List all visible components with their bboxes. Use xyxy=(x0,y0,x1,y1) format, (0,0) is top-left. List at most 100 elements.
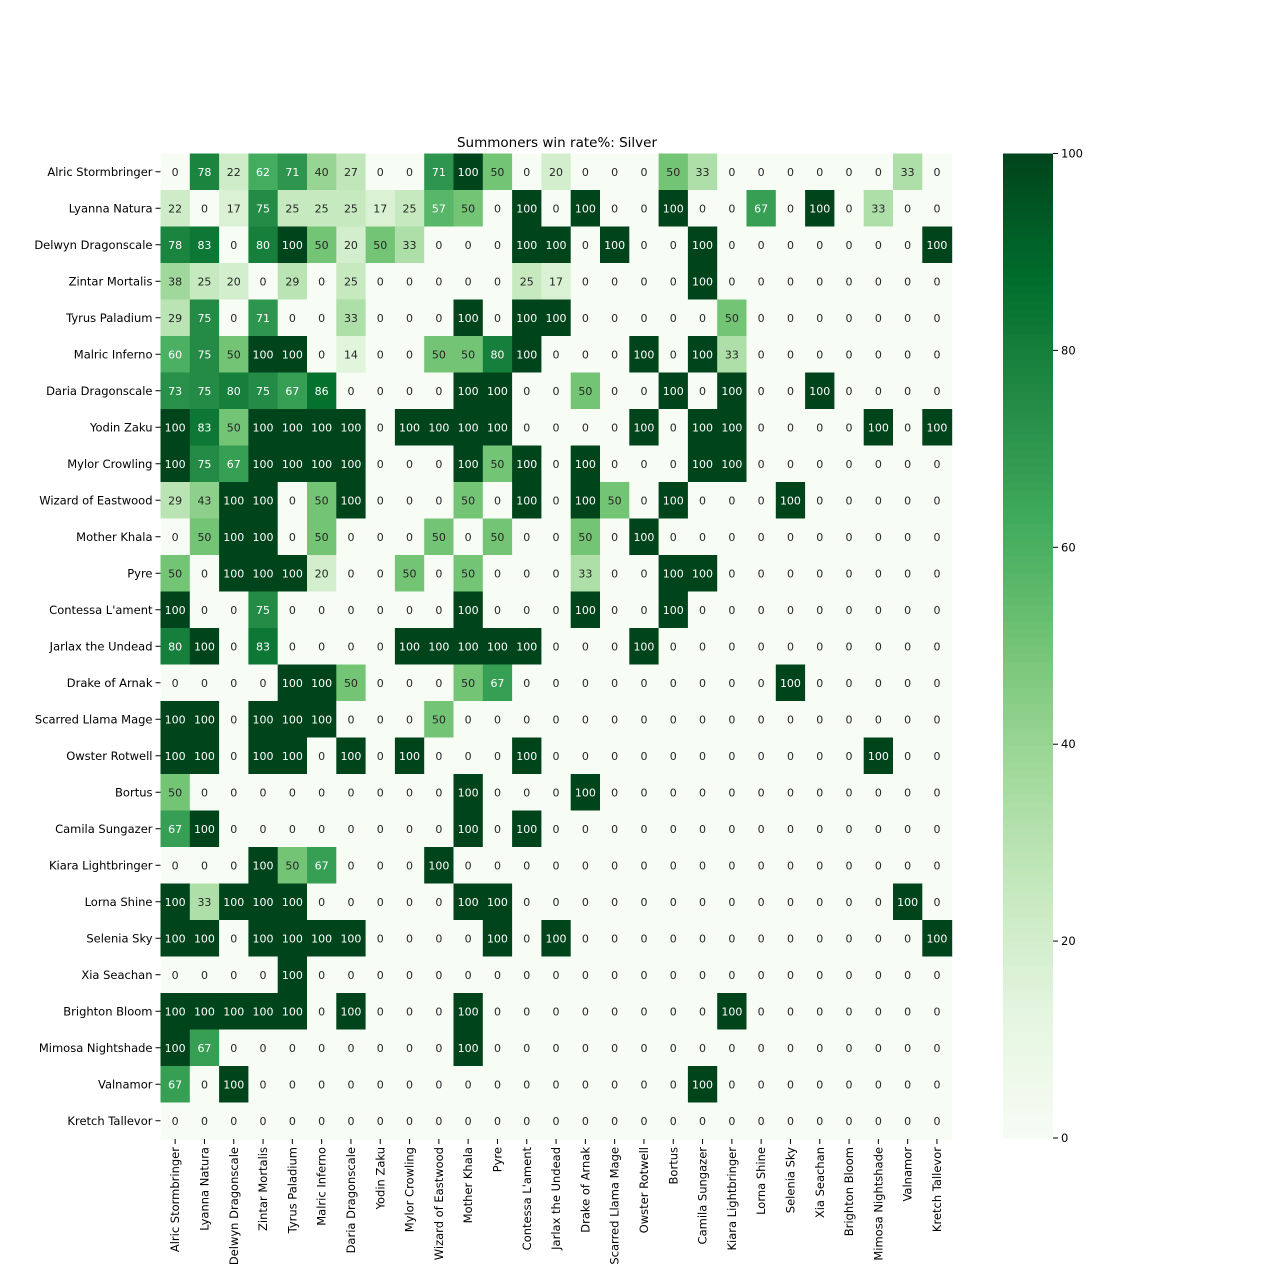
cell-value-label: 0 xyxy=(260,1042,267,1055)
cell-value-label: 100 xyxy=(868,750,889,763)
colorbar-segment xyxy=(1003,235,1053,245)
cell-value-label: 0 xyxy=(758,859,765,872)
heatmap-cell xyxy=(775,299,806,337)
cell-value-label: 0 xyxy=(377,823,384,836)
cell-value-label: 67 xyxy=(168,1078,182,1091)
heatmap-cell xyxy=(570,409,601,447)
cell-value-label: 0 xyxy=(728,604,735,617)
heatmap-cell xyxy=(219,810,249,848)
heatmap-cell xyxy=(600,774,630,812)
cell-value-label: 33 xyxy=(696,166,710,179)
heatmap-cell xyxy=(277,409,308,447)
cell-value-label: 100 xyxy=(253,859,274,872)
cell-value-label: 100 xyxy=(165,750,186,763)
row-tick-label: Daria Dragonscale xyxy=(46,384,152,398)
cell-value-label: 100 xyxy=(428,640,449,653)
cell-value-label: 100 xyxy=(165,604,186,617)
cell-value-label: 0 xyxy=(640,750,647,763)
heatmap-cell xyxy=(775,920,806,958)
cell-value-label: 0 xyxy=(787,348,794,361)
heatmap-cells xyxy=(160,153,953,1140)
heatmap-cell xyxy=(805,226,835,264)
colorbar-segment xyxy=(1003,801,1053,811)
heatmap-cell xyxy=(189,1066,220,1104)
heatmap-cell xyxy=(219,737,249,775)
heatmap-cell xyxy=(805,445,835,483)
heatmap-cell xyxy=(482,664,513,702)
heatmap-cell xyxy=(658,1102,689,1140)
heatmap-cell xyxy=(600,628,630,666)
cell-value-label: 0 xyxy=(875,494,882,507)
colorbar-segment xyxy=(1003,301,1053,311)
cell-value-label: 0 xyxy=(846,969,853,982)
colorbar-segment xyxy=(1003,547,1053,557)
heatmap-cell xyxy=(277,518,308,556)
cell-value-label: 0 xyxy=(347,859,354,872)
cell-value-label: 100 xyxy=(165,421,186,434)
colorbar-segment xyxy=(1003,194,1053,204)
heatmap-cell xyxy=(189,409,220,447)
column-tick-label: Drake of Arnak xyxy=(578,1147,592,1233)
heatmap-cell xyxy=(160,956,191,994)
colorbar-segment xyxy=(1003,383,1053,393)
cell-value-label: 0 xyxy=(699,932,706,945)
heatmap-cell xyxy=(805,336,835,374)
cell-value-label: 0 xyxy=(758,1042,765,1055)
heatmap-cell xyxy=(541,847,572,885)
cell-value-label: 0 xyxy=(787,604,794,617)
colorbar-segment xyxy=(1003,916,1053,926)
cell-value-label: 0 xyxy=(582,750,589,763)
cell-value-label: 50 xyxy=(315,239,329,252)
heatmap-cell xyxy=(717,555,748,593)
cell-value-label: 0 xyxy=(933,531,940,544)
heatmap-cell xyxy=(453,774,484,812)
cell-value-label: 83 xyxy=(197,239,211,252)
row-tick-label: Scarred Llama Mage xyxy=(35,712,153,726)
heatmap-cell xyxy=(629,920,660,958)
cell-value-label: 0 xyxy=(846,275,853,288)
cell-value-label: 0 xyxy=(933,458,940,471)
cell-value-label: 0 xyxy=(933,677,940,690)
heatmap-cell xyxy=(746,1029,777,1067)
heatmap-cell xyxy=(834,993,865,1031)
heatmap-cell xyxy=(248,153,279,191)
cell-value-label: 78 xyxy=(168,239,182,252)
heatmap-cell xyxy=(922,701,953,739)
cell-value-label: 0 xyxy=(377,567,384,580)
heatmap-cell xyxy=(922,920,953,958)
heatmap-cell xyxy=(277,664,308,702)
heatmap-cell xyxy=(248,372,279,410)
heatmap-cell xyxy=(893,774,923,812)
cell-value-label: 0 xyxy=(670,421,677,434)
cell-value-label: 0 xyxy=(787,969,794,982)
cell-value-label: 0 xyxy=(875,531,882,544)
heatmap-cell xyxy=(570,190,601,228)
cell-value-label: 20 xyxy=(344,239,358,252)
column-tick-label: Zintar Mortalis xyxy=(256,1147,270,1231)
heatmap-cell xyxy=(394,153,425,191)
cell-value-label: 0 xyxy=(553,859,560,872)
heatmap-cell xyxy=(893,1066,923,1104)
heatmap-cell xyxy=(687,591,718,629)
cell-value-label: 0 xyxy=(494,312,501,325)
cell-value-label: 0 xyxy=(904,458,911,471)
heatmap-cell xyxy=(277,920,308,958)
heatmap-cell xyxy=(160,847,191,885)
cell-value-label: 0 xyxy=(611,932,618,945)
heatmap-cell xyxy=(248,883,279,921)
heatmap-cell xyxy=(219,664,249,702)
colorbar-segment xyxy=(1003,186,1053,196)
cell-value-label: 0 xyxy=(553,494,560,507)
column-tick-label: Selenia Sky xyxy=(783,1147,797,1213)
heatmap-cell xyxy=(805,847,835,885)
heatmap-cell xyxy=(365,810,396,848)
heatmap-cell xyxy=(512,956,542,994)
cell-value-label: 100 xyxy=(926,932,947,945)
cell-value-label: 0 xyxy=(230,1115,237,1128)
heatmap-cell xyxy=(658,555,689,593)
colorbar-segment xyxy=(1003,268,1053,278)
colorbar-segment xyxy=(1003,457,1053,467)
heatmap-cell xyxy=(863,774,894,812)
row-tick-label: Zintar Mortalis xyxy=(69,274,153,288)
heatmap-cell xyxy=(365,883,396,921)
